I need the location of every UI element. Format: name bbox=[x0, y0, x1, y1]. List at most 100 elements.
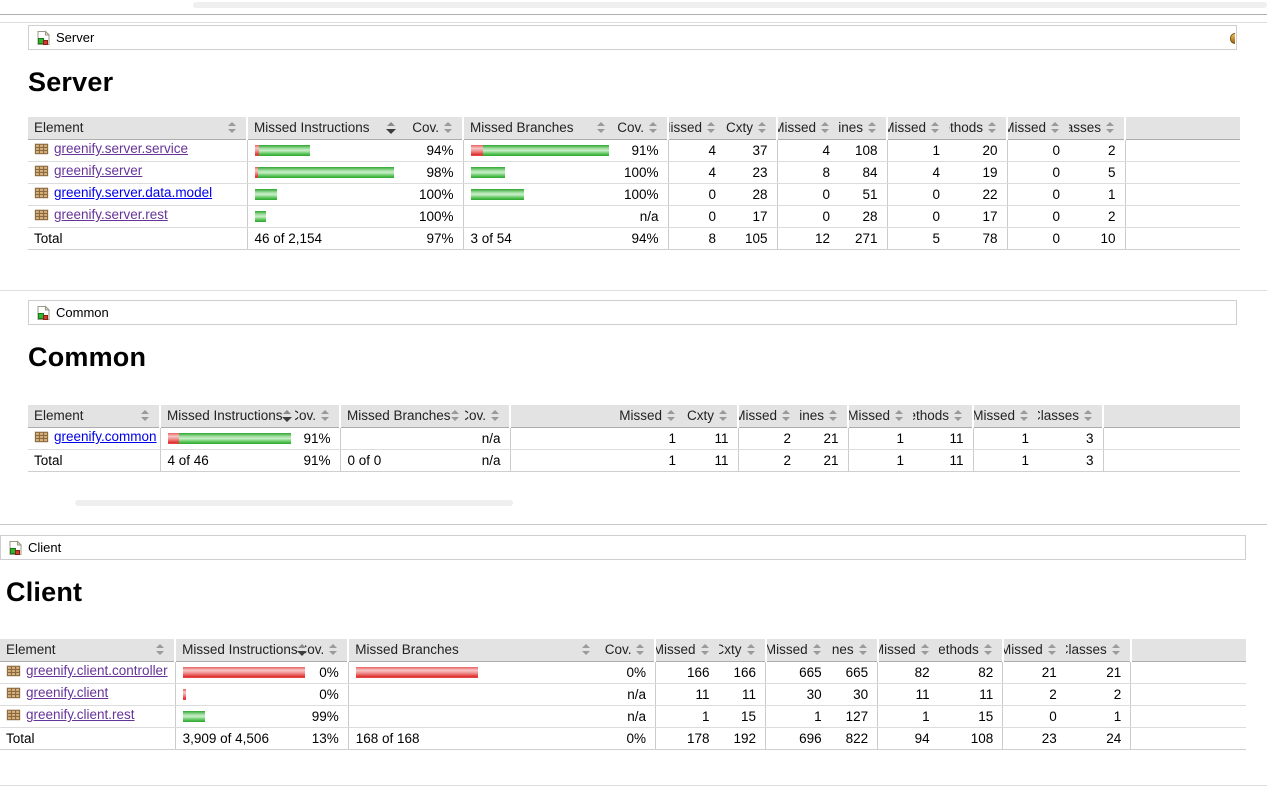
col-header-missed[interactable]: Missed bbox=[654, 639, 719, 662]
covered-bar bbox=[470, 167, 505, 179]
col-header-missed[interactable]: Missed bbox=[876, 639, 939, 662]
col-header-label: Element bbox=[34, 408, 84, 424]
col-header-element[interactable]: Element bbox=[0, 639, 176, 662]
col-header-missed-branches[interactable]: Missed Branches bbox=[347, 639, 601, 662]
total-missed-cxty: 1 bbox=[509, 449, 685, 472]
col-header-label: Missed bbox=[887, 120, 926, 136]
col-header-cxty[interactable]: Cxty bbox=[685, 405, 738, 428]
col-header-label: Missed bbox=[848, 408, 890, 424]
col-header-missed-branches[interactable]: Missed Branches bbox=[339, 405, 465, 428]
missed-lines-value: 4 bbox=[776, 139, 839, 162]
col-header-missed[interactable]: Missed bbox=[737, 405, 800, 428]
col-header-methods[interactable]: Methods bbox=[938, 639, 1003, 662]
col-header-label: Cov. bbox=[305, 642, 325, 658]
col-header-methods[interactable]: Methods bbox=[913, 405, 973, 428]
branches-coverage: 0% bbox=[600, 661, 656, 684]
sort-icon bbox=[386, 121, 396, 135]
col-header-missed[interactable]: Missed bbox=[1001, 639, 1066, 662]
col-header-missed[interactable]: Missed bbox=[509, 405, 685, 428]
total-instructions: 46 of 2,154 bbox=[246, 227, 405, 250]
missed-cxty-value: 1 bbox=[654, 705, 719, 728]
missed-lines-value: 665 bbox=[765, 661, 831, 684]
element-cell: greenify.client bbox=[0, 683, 176, 706]
col-header-cov-[interactable]: Cov. bbox=[405, 117, 463, 140]
sessions-icon[interactable] bbox=[1230, 33, 1235, 44]
sort-icon bbox=[667, 409, 676, 422]
col-header-label: Cxty bbox=[726, 120, 753, 136]
missed-methods-value: 1 bbox=[847, 427, 913, 450]
col-header-cxty[interactable]: Cxty bbox=[725, 117, 777, 140]
col-header-lines[interactable]: Lines bbox=[839, 117, 887, 140]
missed-classes-value: 2 bbox=[1002, 683, 1066, 706]
col-header-element[interactable]: Element bbox=[28, 117, 247, 140]
col-header-missed-instructions[interactable]: Missed Instructions bbox=[159, 405, 295, 428]
col-header-cxty[interactable]: Cxty bbox=[718, 639, 766, 662]
col-header-lines[interactable]: Lines bbox=[800, 405, 848, 428]
element-cell: greenify.common bbox=[28, 427, 160, 450]
header-row: Element Missed Instructions Cov. Missed Bra… bbox=[28, 117, 1240, 140]
package-icon bbox=[6, 685, 21, 703]
sort-icon bbox=[141, 409, 150, 422]
package-link[interactable]: greenify.server bbox=[54, 163, 143, 178]
col-header-label: Cov. bbox=[465, 408, 486, 424]
col-header-missed[interactable]: Missed bbox=[847, 405, 913, 428]
package-link[interactable]: greenify.client.controller bbox=[26, 663, 168, 678]
col-header-missed[interactable]: Missed bbox=[667, 117, 725, 140]
coverage-bar-cell bbox=[339, 427, 465, 450]
package-link[interactable]: greenify.client.rest bbox=[26, 707, 135, 722]
col-header-missed-instructions[interactable]: Missed Instructions bbox=[246, 117, 405, 140]
package-link[interactable]: greenify.client bbox=[26, 685, 109, 700]
col-header-label: Classes bbox=[1066, 642, 1107, 658]
covered-bar bbox=[470, 189, 524, 201]
cxty-value: 15 bbox=[718, 705, 766, 728]
col-header-missed-branches[interactable]: Missed Branches bbox=[462, 117, 615, 140]
col-header-label: Missed Branches bbox=[355, 642, 459, 658]
covered-bar bbox=[178, 433, 291, 445]
total-row: Total 46 of 2,154 97% 3 of 54 94% 8 105 12 271 5 7… bbox=[28, 227, 1240, 250]
cxty-value: 28 bbox=[725, 183, 777, 206]
missed-bar bbox=[182, 689, 186, 701]
col-header-classes[interactable]: Classes bbox=[1069, 117, 1125, 140]
col-header-missed[interactable]: Missed bbox=[972, 405, 1038, 428]
package-link[interactable]: greenify.server.rest bbox=[54, 207, 168, 222]
col-header-cov-[interactable]: Cov. bbox=[305, 639, 349, 662]
col-header-missed[interactable]: Missed bbox=[1006, 117, 1069, 140]
col-header-classes[interactable]: Classes bbox=[1065, 639, 1131, 662]
separator-line bbox=[0, 14, 1267, 15]
package-link[interactable]: greenify.server.service bbox=[54, 141, 189, 156]
total-missed-lines: 12 bbox=[776, 227, 839, 250]
col-header-label: Classes bbox=[1038, 408, 1079, 424]
col-header-lines[interactable]: Lines bbox=[830, 639, 878, 662]
missed-bar bbox=[254, 167, 258, 179]
col-header-cov-[interactable]: Cov. bbox=[600, 639, 656, 662]
col-header-element[interactable]: Element bbox=[28, 405, 160, 428]
col-header-cov-[interactable]: Cov. bbox=[295, 405, 340, 428]
lines-value: 30 bbox=[830, 683, 878, 706]
package-link[interactable]: greenify.common bbox=[54, 429, 157, 444]
coverage-bar-cell bbox=[462, 205, 615, 228]
col-header-missed[interactable]: Missed bbox=[886, 117, 949, 140]
package-link[interactable]: greenify.server.data.model bbox=[54, 185, 213, 200]
package-icon bbox=[34, 185, 49, 203]
coverage-bar-cell bbox=[462, 139, 615, 162]
methods-value: 17 bbox=[949, 205, 1007, 228]
covered-bar bbox=[257, 167, 394, 179]
total-classes: 24 bbox=[1065, 727, 1131, 750]
methods-value: 82 bbox=[938, 661, 1003, 684]
col-header-cov-[interactable]: Cov. bbox=[465, 405, 510, 428]
col-header-label: Cov. bbox=[412, 120, 439, 136]
col-header-missed[interactable]: Missed bbox=[764, 639, 831, 662]
col-header-cov-[interactable]: Cov. bbox=[615, 117, 668, 140]
missed-methods-value: 4 bbox=[886, 161, 949, 184]
col-header-classes[interactable]: Classes bbox=[1038, 405, 1103, 428]
total-instructions: 4 of 46 bbox=[159, 449, 295, 472]
col-header-methods[interactable]: Methods bbox=[949, 117, 1007, 140]
breadcrumb-label: Server bbox=[56, 30, 95, 45]
col-header-missed[interactable]: Missed bbox=[776, 117, 839, 140]
col-header-missed-instructions[interactable]: Missed Instructions bbox=[174, 639, 306, 662]
branches-coverage: 91% bbox=[615, 139, 668, 162]
lines-value: 51 bbox=[839, 183, 887, 206]
header-filler bbox=[1102, 405, 1240, 428]
page-title: Client bbox=[6, 577, 83, 607]
table-row: greenify.client.controller 0% 0% 166 166 665 6… bbox=[0, 661, 1246, 684]
